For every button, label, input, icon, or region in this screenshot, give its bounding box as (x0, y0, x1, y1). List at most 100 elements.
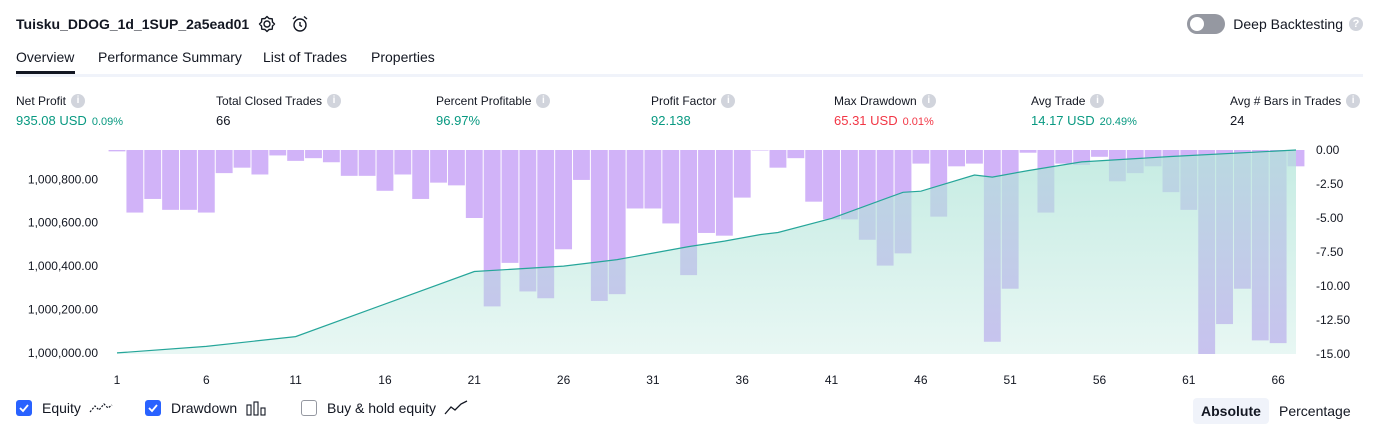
legend-label: Equity (42, 400, 81, 416)
equity-checkbox[interactable] (16, 400, 32, 416)
info-icon[interactable]: i (327, 94, 342, 108)
stat-label: Avg # Bars in Trades i (1230, 94, 1361, 108)
percentage-mode-button[interactable]: Percentage (1279, 403, 1351, 419)
drawdown-bar (662, 150, 680, 224)
legend-equity[interactable]: Equity (16, 400, 113, 416)
drawdown-bar (912, 150, 930, 164)
x-tick-label: 56 (1093, 373, 1107, 387)
drawdown-bar (251, 150, 269, 175)
drawdown-bar (1019, 150, 1037, 153)
y-right-tick-label: -2.50 (1316, 177, 1344, 191)
info-icon[interactable]: i (71, 94, 86, 108)
active-tab-indicator (16, 71, 75, 74)
drawdown-bar (644, 150, 662, 209)
tab-overview[interactable]: Overview (16, 49, 75, 65)
trend-line-icon (444, 400, 468, 415)
drawdown-bar (340, 150, 358, 176)
drawdown-bar (305, 150, 322, 159)
deep-backtesting-toggle[interactable] (1187, 14, 1226, 34)
stat-label: Max Drawdown i (834, 94, 936, 108)
y-left-tick-label: 1,000,000.00 (28, 346, 98, 360)
drawdown-bar (447, 150, 465, 186)
stat-label: Avg Trade i (1031, 94, 1137, 108)
drawdown-bar (715, 150, 733, 236)
tab-list-of-trades[interactable]: List of Trades (263, 49, 348, 65)
drawdown-bar (573, 150, 590, 180)
bar-chart-icon (246, 401, 266, 416)
info-icon[interactable]: i (1090, 94, 1105, 108)
stat-value: 24 (1230, 113, 1245, 128)
drawdown-bar (483, 150, 501, 307)
x-tick-label: 36 (736, 373, 750, 387)
x-tick-label: 41 (825, 373, 839, 387)
info-icon[interactable]: i (536, 94, 551, 108)
stat-percent: 0.09% (91, 116, 124, 128)
drawdown-bar (215, 150, 233, 174)
stat-total-closed-trades: Total Closed Trades i 66 (216, 94, 342, 128)
tab-properties[interactable]: Properties (371, 49, 435, 65)
drawdown-bar (501, 150, 519, 263)
strategy-title: Tuisku_DDOG_1d_1SUP_2a5ead01 (16, 16, 250, 32)
info-icon[interactable]: i (1346, 94, 1361, 108)
stat-value: 66 (216, 113, 231, 128)
toggle-knob (1190, 17, 1205, 31)
stat-value: 935.08 USD 0.09% (16, 113, 124, 128)
drawdown-bar (233, 150, 251, 168)
stat-net-profit: Net Profit i 935.08 USD 0.09% (16, 94, 123, 128)
drawdown-checkbox[interactable] (145, 400, 161, 416)
help-icon[interactable]: ? (1349, 17, 1363, 31)
drawdown-bar (180, 150, 197, 210)
alarm-clock-icon[interactable] (290, 14, 310, 34)
legend-buy-hold-equity[interactable]: Buy & hold equity (301, 400, 468, 416)
y-right-tick-label: -15.00 (1316, 347, 1350, 361)
legend-label: Buy & hold equity (327, 400, 436, 416)
drawdown-bar (358, 150, 376, 176)
equity-drawdown-chart[interactable]: 1,000,000.00 1,000,200.00 1,000,400.00 1,00… (0, 140, 1379, 390)
stat-label: Total Closed Trades i (216, 94, 342, 108)
drawdown-bar (626, 150, 644, 209)
drawdown-bar (269, 150, 287, 156)
settings-icon[interactable] (257, 14, 277, 34)
y-left-tick-label: 1,000,600.00 (28, 216, 98, 230)
report-tabs: Overview Performance Summary List of Tra… (16, 44, 1363, 77)
drawdown-bar (787, 150, 805, 159)
stat-avg-bars-in-trades: Avg # Bars in Trades i 24 (1230, 94, 1361, 128)
info-icon[interactable]: i (721, 94, 736, 108)
stat-value: 92.138 (651, 113, 691, 128)
x-tick-label: 21 (468, 373, 482, 387)
buy-hold-checkbox[interactable] (301, 400, 317, 416)
drawdown-bar (197, 150, 215, 213)
tab-performance-summary[interactable]: Performance Summary (98, 49, 242, 65)
stat-label: Percent Profitable i (436, 94, 551, 108)
x-tick-label: 6 (203, 373, 210, 387)
y-left-tick-label: 1,000,800.00 (28, 172, 98, 186)
y-left-tick-label: 1,000,400.00 (28, 259, 98, 273)
equity-line (116, 149, 1297, 354)
info-icon[interactable]: i (921, 94, 936, 108)
drawdown-bar (162, 150, 180, 210)
x-tick-label: 31 (646, 373, 660, 387)
legend-label: Drawdown (171, 400, 238, 416)
absolute-mode-button[interactable]: Absolute (1193, 398, 1269, 424)
drawdown-bar (966, 150, 983, 164)
y-right-tick-label: -10.00 (1316, 279, 1350, 293)
equity-line-icon (89, 403, 113, 413)
stat-value: 14.17 USD 20.49% (1031, 113, 1137, 128)
drawdown-bar (769, 150, 787, 168)
equity-area (117, 150, 1296, 354)
drawdown-bar (823, 150, 840, 220)
drawdown-bar (322, 150, 340, 163)
drawdown-bar (698, 150, 715, 233)
drawdown-bar (805, 150, 823, 202)
drawdown-bar (840, 150, 858, 220)
drawdown-bar (394, 150, 412, 175)
y-left-tick-label: 1,000,200.00 (28, 303, 98, 317)
drawdown-bar (108, 150, 126, 152)
drawdown-bar (1091, 150, 1108, 157)
x-tick-label: 66 (1271, 373, 1285, 387)
stat-max-drawdown: Max Drawdown i 65.31 USD 0.01% (834, 94, 936, 128)
x-tick-label: 11 (289, 373, 302, 387)
legend-drawdown[interactable]: Drawdown (145, 400, 269, 416)
drawdown-bar (430, 150, 447, 183)
drawdown-bar (376, 150, 394, 191)
